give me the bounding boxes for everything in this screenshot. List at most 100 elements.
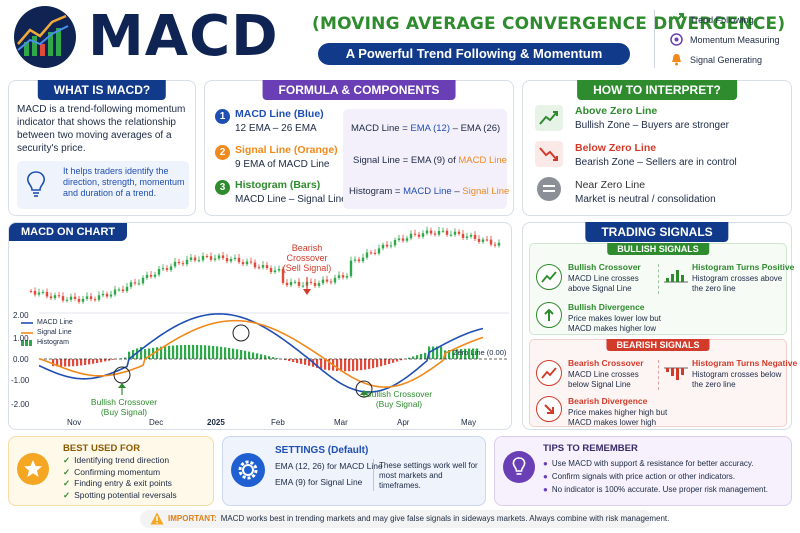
histogram-bar [348, 359, 351, 372]
candle-body [53, 295, 57, 299]
candle-body [401, 238, 405, 241]
candle-body [137, 283, 141, 285]
histogram-bar [388, 359, 391, 364]
xtick-dec: Dec [149, 418, 164, 427]
histogram-bar [272, 357, 275, 359]
histogram-bar [72, 359, 75, 367]
tips-title: TIPS TO REMEMBER [543, 443, 638, 454]
histogram-positive-desc: Histogram crosses above the zero line [692, 274, 783, 293]
histogram-negative-icon [664, 367, 688, 380]
below-zero-icon-box [535, 141, 563, 167]
formula-num-1: 1 [215, 109, 230, 124]
bearish-divergence-icon [536, 396, 562, 422]
formula-card: FORMULA & COMPONENTS 1 MACD Line (Blue) … [204, 80, 514, 216]
formula-histogram-name: Histogram (Bars) [235, 179, 321, 191]
below-zero-desc: Bearish Zone – Sellers are in control [575, 157, 737, 168]
candle-body [481, 239, 485, 242]
candle-body [145, 274, 149, 278]
candle-body [457, 231, 461, 234]
histogram-bar [432, 346, 435, 359]
histogram-bar [460, 348, 463, 359]
histogram-bar [156, 347, 159, 359]
candle-body [445, 230, 449, 235]
histogram-bar [96, 359, 99, 364]
candle-body [205, 256, 209, 258]
below-zero-head: Below Zero Line [575, 142, 657, 154]
bullish-crossover-label-2: Bullish Crossover (Buy Signal) [365, 389, 433, 409]
histogram-bar [400, 359, 403, 361]
star-icon [17, 453, 49, 485]
histogram-bar [304, 359, 307, 365]
candle-body [289, 282, 293, 286]
settings-line-1: EMA (12, 26) for MACD Line [275, 461, 383, 471]
histogram-bar [60, 359, 63, 367]
tips-card: TIPS TO REMEMBER ● Use MACD with support … [494, 436, 792, 506]
bullish-crossover-label-1: Bullish Crossover (Buy Signal) [90, 397, 158, 417]
legend-histogram-label: Histogram [37, 339, 69, 346]
bearish-crossover-icon [536, 360, 562, 386]
histogram-bar [180, 345, 183, 359]
candle-body [185, 259, 189, 265]
histogram-bar [456, 349, 459, 359]
settings-line-2: EMA (9) for Signal Line [275, 477, 363, 487]
best-used-title: BEST USED FOR [63, 443, 141, 454]
macd-line [38, 313, 484, 393]
candle-body [341, 275, 345, 278]
histogram-bars [52, 344, 479, 372]
candle-body [261, 265, 265, 268]
lightbulb-icon [503, 451, 535, 483]
histogram-bar [184, 344, 187, 359]
histogram-bar [128, 351, 131, 359]
near-zero-desc: Market is neutral / consolidation [575, 194, 716, 205]
histogram-bar [84, 359, 87, 365]
what-is-body: MACD is a trend-following momentum indic… [17, 104, 186, 154]
candle-body [429, 230, 433, 234]
candle-body [297, 281, 301, 286]
histogram-bar [420, 353, 423, 359]
candle-body [125, 286, 129, 291]
histogram-bar [244, 350, 247, 359]
trend-up-icon [539, 111, 558, 125]
candle-body [389, 245, 393, 247]
best-used-list: ✓ Identifying trend direction ✓ Confirming… [63, 455, 177, 501]
histogram-bar [204, 345, 207, 359]
gear-icon [231, 453, 265, 487]
candle-body [405, 238, 409, 241]
histogram-bar [384, 359, 387, 366]
histogram-bar [220, 346, 223, 359]
logo-chart-icon [14, 6, 76, 68]
candle-body [165, 268, 169, 270]
tip-item: ● Confirm signals with price action or ot… [543, 472, 736, 481]
candle-body [65, 299, 69, 301]
candle-body [233, 257, 237, 260]
candle-body [437, 231, 441, 235]
candle-body [197, 260, 201, 262]
candle-body [369, 252, 373, 254]
candle-body [77, 298, 81, 302]
bullish-signals-panel: BULLISH SIGNALS Bullish Crossover MACD L… [529, 243, 794, 335]
histogram-bar [68, 359, 71, 367]
histogram-bar [448, 349, 451, 359]
candle-body [253, 262, 257, 268]
xtick-apr: Apr [397, 418, 410, 427]
bearish-divergence-head: Bearish Divergence [568, 396, 648, 406]
histogram-bar [200, 345, 203, 359]
histogram-bar [396, 359, 399, 362]
tagline-banner: A Powerful Trend Following & Momentum In… [318, 43, 630, 83]
candle-body [485, 239, 489, 241]
candle-body [249, 261, 253, 263]
histogram-bar [416, 355, 419, 359]
candle-body [385, 244, 389, 247]
best-used-item: ✓ Spotting potential reversals [63, 489, 177, 500]
equation-histogram: Histogram = MACD Line – Signal Line [349, 186, 510, 197]
candle-body [425, 230, 429, 234]
formula-histogram-desc: MACD Line – Signal Line [235, 194, 347, 205]
candle-body [273, 270, 277, 273]
candle-body [421, 233, 425, 237]
histogram-bar [248, 351, 251, 359]
equation-signal: Signal Line = EMA (9) of MACD Line [353, 155, 507, 166]
histogram-positive-icon [664, 270, 688, 283]
candle-body [329, 281, 333, 283]
candle-body [141, 277, 145, 284]
tip-item: ● Use MACD with support & resistance for … [543, 459, 754, 468]
